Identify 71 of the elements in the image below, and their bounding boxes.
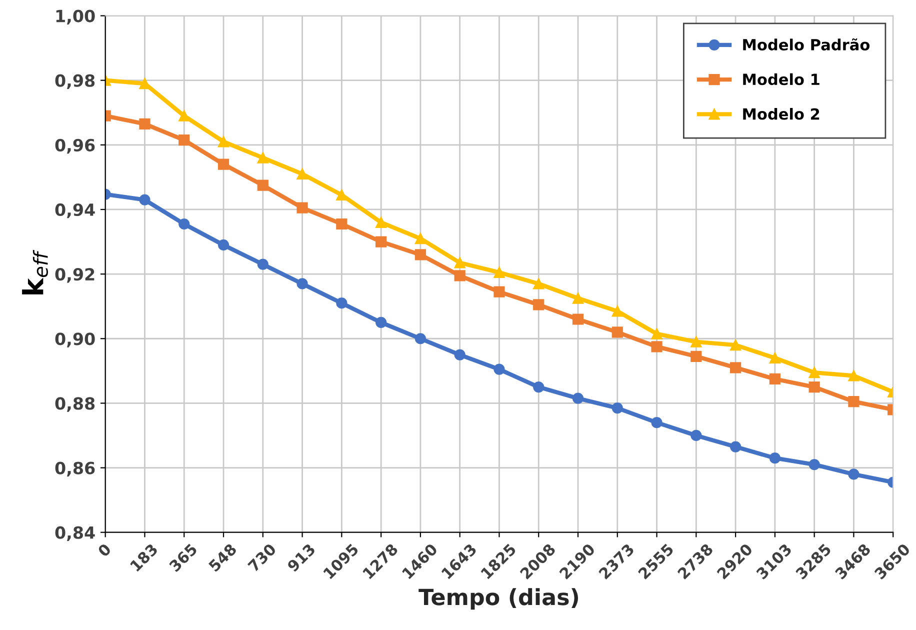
point: [769, 373, 780, 385]
point: [139, 194, 150, 206]
point: [533, 382, 544, 393]
point: [651, 417, 662, 428]
point: [572, 314, 584, 325]
point: [848, 396, 860, 408]
point: [808, 366, 820, 378]
point: [612, 326, 623, 338]
point: [533, 278, 544, 290]
point: [730, 441, 742, 452]
point: [257, 152, 268, 164]
x-axis-title: Tempo (dias): [418, 588, 578, 610]
point: [651, 328, 662, 340]
point: [257, 180, 268, 191]
point: [690, 430, 702, 442]
point: [414, 232, 426, 244]
y-tick-label: 0,86: [55, 462, 95, 476]
y-axis-title: k$_{eff}$: [22, 250, 48, 294]
point: [848, 468, 860, 480]
point: [533, 299, 544, 310]
y-tick-label: 1,00: [56, 10, 95, 24]
point: [808, 382, 820, 393]
point: [414, 249, 426, 260]
point: [218, 136, 230, 148]
point: [454, 257, 466, 268]
point: [494, 266, 505, 278]
y-tick-label: 0,98: [55, 74, 95, 90]
point: [376, 216, 387, 228]
point: [376, 316, 387, 328]
point: [296, 202, 308, 214]
point: [769, 352, 780, 364]
legend-label: Modelo 1: [743, 73, 820, 86]
point: [808, 458, 820, 470]
point: [572, 292, 584, 304]
point: [612, 306, 623, 317]
y-tick-label: 0,94: [55, 203, 95, 218]
y-tick-label: 0,84: [55, 526, 95, 542]
point: [454, 349, 466, 360]
point: [494, 364, 505, 375]
point: [296, 278, 308, 290]
point: [178, 110, 190, 122]
point: [690, 350, 702, 362]
point: [690, 336, 702, 348]
point: [139, 118, 150, 130]
legend-label: Modelo Padrão: [743, 38, 870, 50]
point: [494, 286, 505, 298]
point: [257, 258, 268, 270]
point: [848, 370, 860, 382]
y-tick-label: 0,96: [55, 138, 95, 154]
point: [296, 168, 308, 180]
point: [376, 236, 387, 248]
y-tick-label: 0,88: [55, 397, 95, 412]
point: [730, 340, 742, 351]
point: [218, 158, 230, 170]
point: [769, 452, 780, 464]
point: [414, 333, 426, 344]
point: [336, 189, 348, 200]
point: [612, 402, 623, 414]
point: [336, 298, 348, 309]
point: [218, 239, 230, 251]
y-tick-label: 0,90: [55, 332, 95, 348]
point: [178, 218, 190, 230]
legend-label: Modelo 2: [743, 108, 820, 120]
point: [572, 392, 584, 404]
point: [178, 134, 190, 146]
point: [336, 218, 348, 230]
x-tick-label: 0: [97, 542, 112, 558]
point: [454, 270, 466, 282]
point: [730, 362, 742, 374]
point: [651, 341, 662, 352]
y-tick-label: 0,92: [55, 268, 94, 283]
